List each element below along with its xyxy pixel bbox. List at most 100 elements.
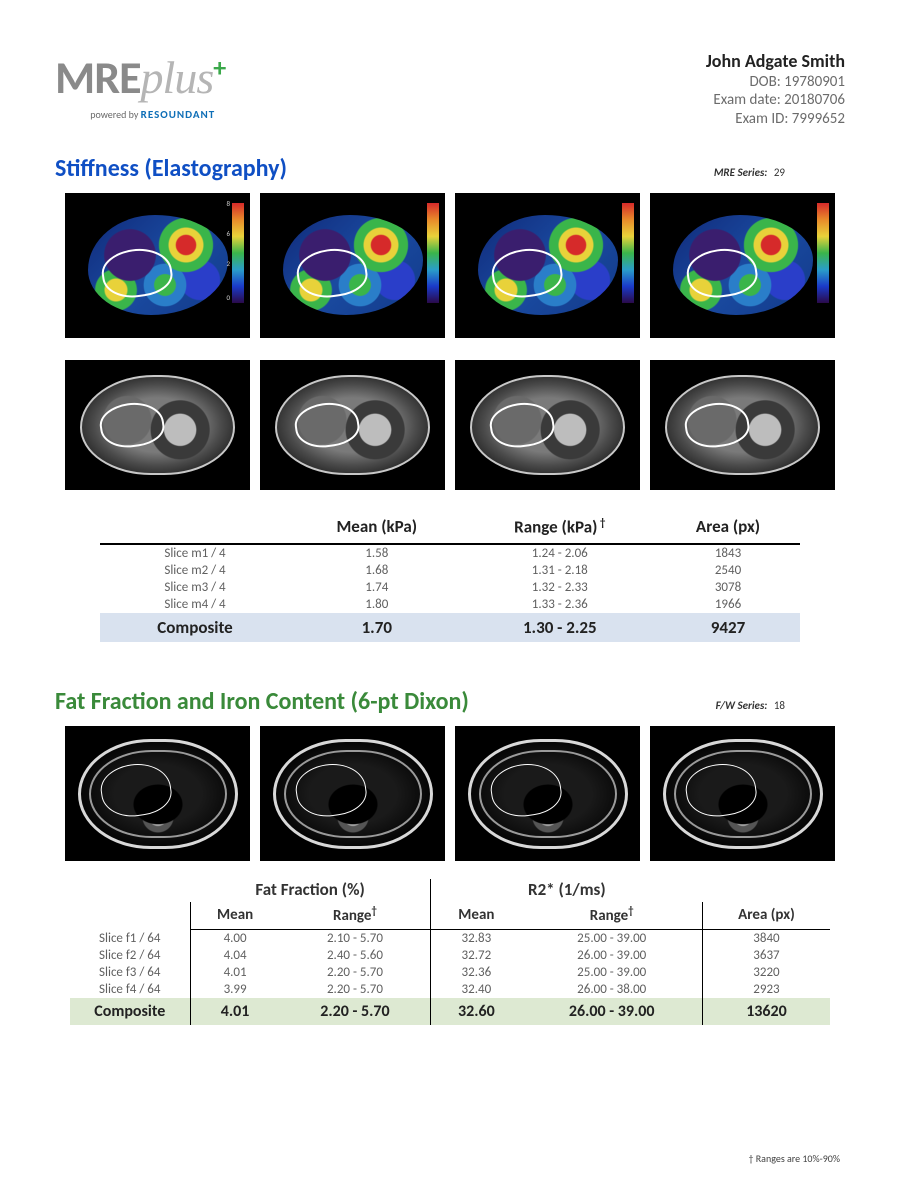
patient-name: John Adgate Smith	[706, 50, 845, 73]
colorbar-t3: 2	[226, 259, 230, 268]
fat-group-header: Fat Fraction (%) R2* (1/ms)	[70, 879, 830, 902]
cell-range: 1.33 - 2.36	[464, 596, 657, 613]
cell-range: 1.24 - 2.06	[464, 544, 657, 562]
patient-exam-id: Exam ID: 7999652	[706, 110, 845, 129]
fat-slice-4	[650, 726, 835, 861]
elastography-slice-3	[455, 193, 640, 338]
colorbar-icon	[817, 203, 829, 303]
cell-r2-mean: 32.36	[431, 964, 522, 981]
col-area: Area (px)	[656, 512, 800, 545]
colorbar-max: 8	[226, 199, 230, 208]
col-ff-group: Fat Fraction (%)	[190, 879, 431, 902]
fw-series-num: 18	[774, 699, 785, 712]
table-row: Slice m3 / 41.741.32 - 2.333078	[100, 579, 800, 596]
fat-slice-1	[65, 726, 250, 861]
stiffness-table: Mean (kPa) Range (kPa) † Area (px) Slice…	[100, 512, 800, 643]
cell-ff-mean: 4.04	[190, 947, 280, 964]
cell-range: 1.30 - 2.25	[464, 613, 657, 642]
cell-mean: 1.68	[290, 562, 464, 579]
cell-r2-range: 26.00 - 39.00	[522, 947, 703, 964]
elastography-slice-2	[260, 193, 445, 338]
logo-block: MREplus+ powered by RESOUNDANT	[55, 50, 225, 121]
colorbar-min: 0	[226, 293, 230, 302]
cell-ff-mean: 4.01	[190, 964, 280, 981]
mre-series-label: MRE Series: 29	[714, 166, 785, 179]
row-label: Slice f4 / 64	[70, 981, 190, 998]
cell-area: 2540	[656, 562, 800, 579]
row-label: Composite	[100, 613, 290, 642]
cell-range: 1.32 - 2.33	[464, 579, 657, 596]
stiffness-title-row: Stiffness (Elastography) MRE Series: 29	[55, 154, 845, 183]
cell-ff-range: 2.20 - 5.70	[280, 998, 431, 1025]
cell-r2-mean: 32.83	[431, 930, 522, 948]
cell-ff-mean: 4.01	[190, 998, 280, 1025]
fw-series-text: F/W Series:	[716, 699, 768, 712]
colorbar-icon	[622, 203, 634, 303]
cell-r2-mean: 32.40	[431, 981, 522, 998]
powered-label: powered by	[90, 108, 138, 121]
row-label: Slice m1 / 4	[100, 544, 290, 562]
col-range: Range (kPa) †	[464, 512, 657, 545]
elastography-slice-4	[650, 193, 835, 338]
mre-series-text: MRE Series:	[714, 166, 768, 179]
table-row: Slice m2 / 41.681.31 - 2.182540	[100, 562, 800, 579]
patient-exam-date: Exam date: 20180706	[706, 91, 845, 110]
table-row: Slice f3 / 644.012.20 - 5.7032.3625.00 -…	[70, 964, 830, 981]
fat-slice-2	[260, 726, 445, 861]
cell-area: 2923	[702, 981, 830, 998]
mre-series-num: 29	[774, 166, 785, 179]
mri-row	[55, 360, 845, 490]
mri-slice-1	[65, 360, 250, 490]
stiffness-title: Stiffness (Elastography)	[55, 154, 287, 183]
powered-brand: RESOUNDANT	[141, 108, 216, 121]
row-label: Slice f2 / 64	[70, 947, 190, 964]
mri-slice-2	[260, 360, 445, 490]
cell-r2-range: 25.00 - 39.00	[522, 964, 703, 981]
logo-plus-icon: +	[213, 52, 225, 84]
colorbar-icon	[232, 203, 244, 303]
fat-title-row: Fat Fraction and Iron Content (6-pt Dixo…	[55, 687, 845, 716]
mri-slice-4	[650, 360, 835, 490]
col-mean: Mean (kPa)	[290, 512, 464, 545]
cell-ff-range: 2.10 - 5.70	[280, 930, 431, 948]
row-label: Slice f1 / 64	[70, 930, 190, 948]
cell-ff-mean: 3.99	[190, 981, 280, 998]
row-label: Slice m3 / 4	[100, 579, 290, 596]
logo-plus: plus	[141, 52, 214, 103]
composite-row: Composite4.012.20 - 5.7032.6026.00 - 39.…	[70, 998, 830, 1025]
patient-info: John Adgate Smith DOB: 19780901 Exam dat…	[706, 50, 845, 129]
col-r2-range: Range†	[522, 902, 703, 930]
table-row: Slice m4 / 41.801.33 - 2.361966	[100, 596, 800, 613]
cell-ff-range: 2.20 - 5.70	[280, 981, 431, 998]
cell-mean: 1.58	[290, 544, 464, 562]
fat-slice-3	[455, 726, 640, 861]
row-label: Slice f3 / 64	[70, 964, 190, 981]
cell-area: 3840	[702, 930, 830, 948]
cell-r2-range: 25.00 - 39.00	[522, 930, 703, 948]
footnote: † Ranges are 10%-90%	[749, 1152, 841, 1165]
cell-r2-mean: 32.60	[431, 998, 522, 1025]
cell-mean: 1.80	[290, 596, 464, 613]
composite-row: Composite1.701.30 - 2.259427	[100, 613, 800, 642]
logo-mre: MRE	[55, 50, 141, 106]
col-ff-range: Range†	[280, 902, 431, 930]
fw-series-label: F/W Series: 18	[716, 699, 785, 712]
cell-area: 9427	[656, 613, 800, 642]
fat-title: Fat Fraction and Iron Content (6-pt Dixo…	[55, 687, 469, 716]
cell-ff-range: 2.20 - 5.70	[280, 964, 431, 981]
cell-ff-mean: 4.00	[190, 930, 280, 948]
table-row: Slice m1 / 41.581.24 - 2.061843	[100, 544, 800, 562]
cell-area: 3220	[702, 964, 830, 981]
powered-by: powered by RESOUNDANT	[55, 108, 225, 121]
fat-row	[55, 726, 845, 861]
colorbar-t1: 6	[226, 229, 230, 238]
table-row: Slice f2 / 644.042.40 - 5.6032.7226.00 -…	[70, 947, 830, 964]
col-r2-group: R2* (1/ms)	[431, 879, 703, 902]
cell-area: 3637	[702, 947, 830, 964]
cell-r2-range: 26.00 - 38.00	[522, 981, 703, 998]
colorbar-icon	[427, 203, 439, 303]
col-r2-mean: Mean	[431, 902, 522, 930]
cell-area: 13620	[702, 998, 830, 1025]
logo: MREplus+	[55, 50, 225, 106]
mri-slice-3	[455, 360, 640, 490]
